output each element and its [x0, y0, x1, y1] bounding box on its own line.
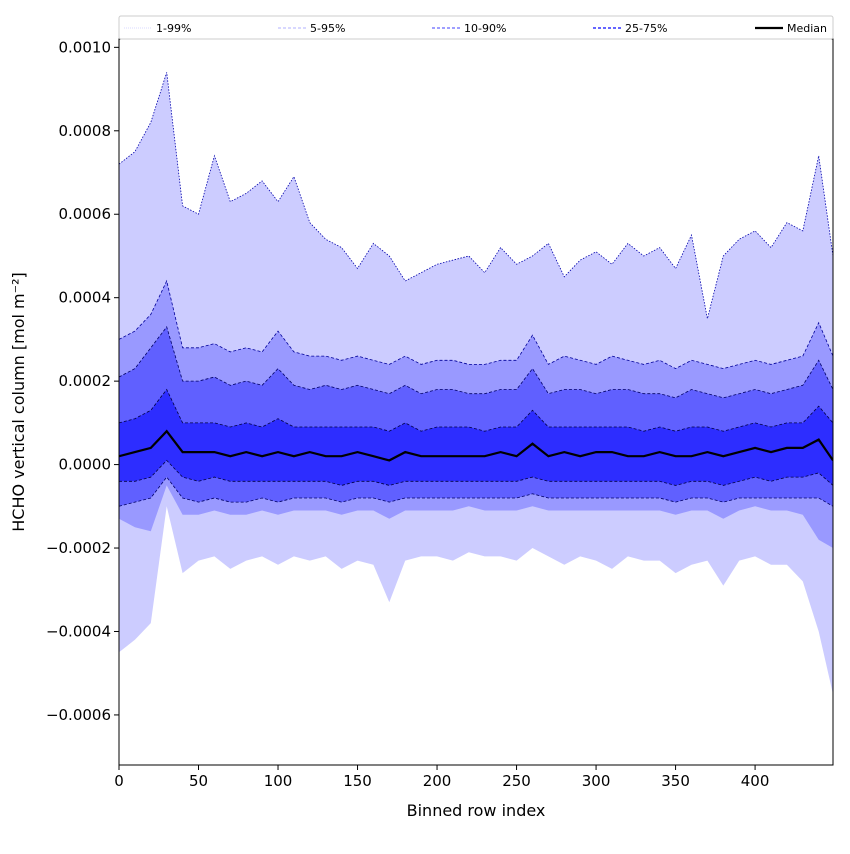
y-tick-label: 0.0000 [59, 456, 112, 474]
y-tick-label: 0.0010 [59, 38, 112, 56]
y-axis-label: HCHO vertical column [mol m⁻²] [9, 272, 28, 531]
y-tick-label: 0.0006 [59, 205, 112, 223]
y-tick-label: −0.0006 [46, 706, 111, 724]
legend-label: 10-90% [464, 22, 506, 35]
legend: 1-99% 5-95% 10-90% 25-75% Median [118, 15, 834, 40]
legend-label: 1-99% [156, 22, 191, 35]
legend-label: 5-95% [310, 22, 345, 35]
x-tick-label: 100 [264, 772, 293, 790]
y-tick-label: 0.0008 [59, 122, 112, 140]
x-tick-label: 300 [582, 772, 611, 790]
x-tick-label: 0 [114, 772, 124, 790]
x-axis-label: Binned row index [407, 801, 546, 820]
line-25-75%-lower [119, 459, 833, 486]
legend-label: 25-75% [625, 22, 667, 35]
y-tick-label: 0.0004 [59, 289, 112, 307]
median-line [119, 429, 833, 462]
lines-layer [119, 72, 833, 507]
line-10-90%-lower [119, 476, 833, 507]
x-axis: 0 50 100 150 200 250 300 350 400 [114, 765, 769, 790]
x-tick-label: 400 [741, 772, 770, 790]
line-1-99%-upper [119, 72, 833, 319]
band-25-75% [119, 389, 833, 486]
line-25-75%-upper [119, 388, 833, 432]
y-tick-label: −0.0004 [46, 622, 111, 640]
y-tick-label: −0.0002 [46, 539, 111, 557]
x-tick-label: 50 [189, 772, 208, 790]
line-10-90%-upper [119, 326, 833, 399]
legend-label: Median [787, 22, 827, 35]
x-tick-label: 250 [502, 772, 531, 790]
x-tick-label: 150 [343, 772, 372, 790]
y-tick-label: 0.0002 [59, 372, 112, 390]
x-tick-label: 350 [661, 772, 690, 790]
y-axis: −0.0006 −0.0004 −0.0002 0.0000 0.0002 0.0004 0… [46, 38, 119, 724]
x-tick-label: 200 [423, 772, 452, 790]
line-5-95%-upper [119, 279, 833, 370]
